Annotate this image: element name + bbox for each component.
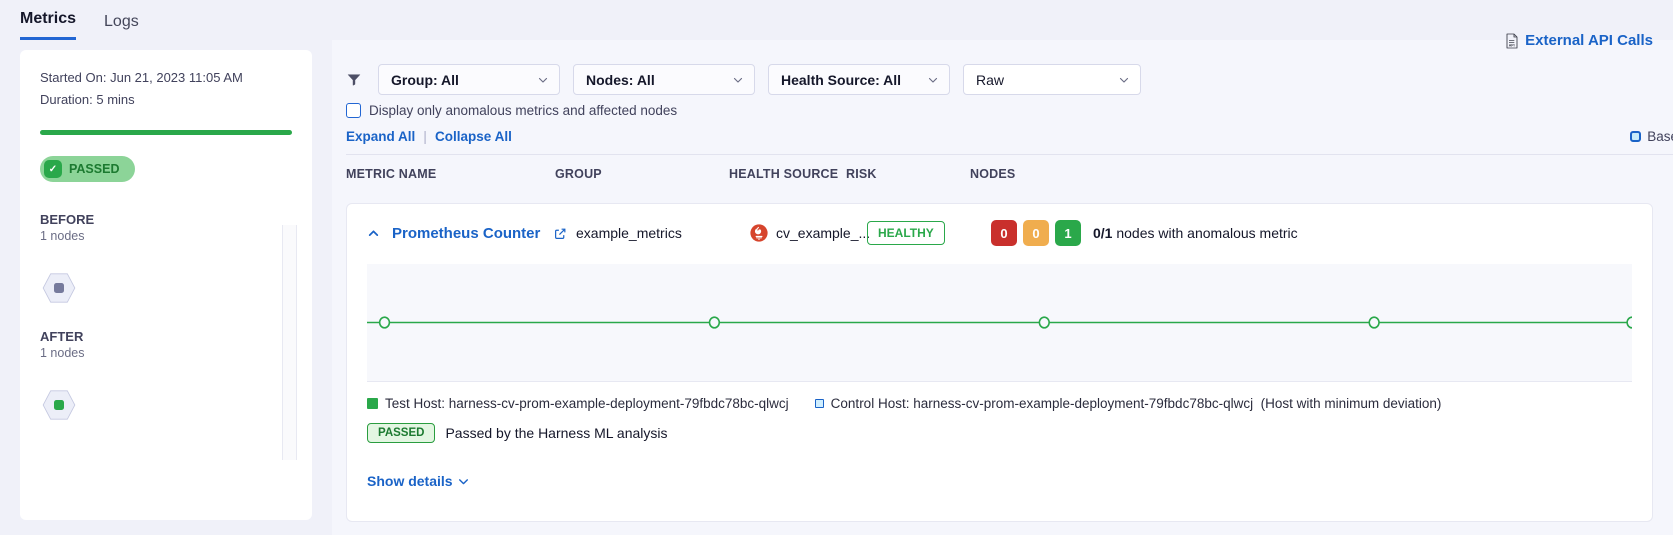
svg-text:API: API — [1509, 43, 1515, 47]
